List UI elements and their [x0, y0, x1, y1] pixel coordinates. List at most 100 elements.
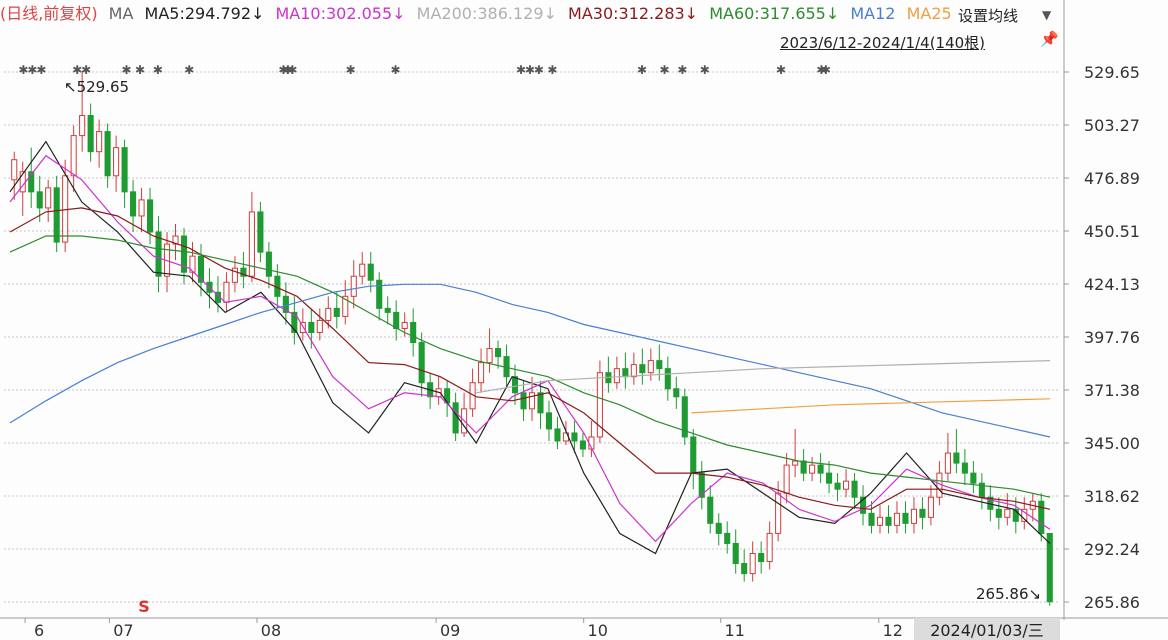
candle-body	[826, 472, 833, 484]
candle-body	[104, 131, 111, 177]
y-tick-label: 318.62	[1084, 487, 1140, 506]
y-tick-label: 503.27	[1084, 116, 1140, 135]
candle-body	[393, 311, 400, 329]
candle-body	[554, 428, 561, 442]
candle-body	[792, 460, 799, 466]
x-tick-label: 07	[113, 621, 133, 640]
x-tick-label: 2024/01/03/三	[930, 621, 1044, 640]
event-marker-icon: ✱	[135, 63, 145, 77]
event-marker-icon: ✱	[677, 63, 687, 77]
event-marker-icon: ✱	[184, 63, 194, 77]
candle-body	[325, 307, 332, 321]
candle-body	[418, 342, 425, 384]
y-tick-label: 265.86	[1084, 593, 1140, 612]
candle-body	[265, 251, 272, 277]
candle-body	[452, 402, 459, 434]
candle-body	[970, 472, 977, 484]
candle-body	[342, 295, 349, 317]
y-tick-label: 345.00	[1084, 434, 1140, 453]
y-tick-label: 424.13	[1084, 275, 1140, 294]
ma-line-ma200	[476, 360, 1051, 394]
candle-body	[843, 480, 850, 490]
candle-body	[664, 368, 671, 390]
event-marker-icon: ✱	[659, 63, 669, 77]
event-marker-icon: ✱	[122, 63, 132, 77]
candle-body	[630, 364, 637, 378]
candle-body	[953, 452, 960, 464]
candle-body	[1046, 532, 1053, 603]
candle-body	[859, 496, 867, 514]
candle-body	[851, 480, 858, 498]
event-marker-icon: ✱	[287, 63, 297, 77]
candle-body	[783, 464, 790, 494]
candle-body	[359, 263, 366, 277]
candle-body	[121, 147, 128, 193]
candle-body	[511, 376, 519, 394]
legend-ma60: MA60:317.655↓	[709, 4, 840, 23]
candle-body	[478, 362, 485, 384]
candle-body	[401, 321, 408, 329]
candle-body	[410, 321, 417, 344]
ma-settings-button[interactable]: 设置均线	[950, 4, 1027, 28]
x-tick-label: 08	[261, 621, 281, 640]
x-tick-label: 6	[34, 621, 44, 640]
candle-body	[741, 563, 748, 575]
y-tick-label: 292.24	[1084, 540, 1140, 559]
candle-body	[1038, 500, 1045, 534]
candle-body	[53, 187, 60, 243]
event-marker-icon: ✱	[525, 63, 535, 77]
candle-body	[876, 516, 884, 526]
y-tick-label: 397.76	[1084, 328, 1140, 347]
event-marker-icon: ✱	[534, 63, 544, 77]
candle-body	[316, 319, 323, 333]
candle-body	[520, 392, 527, 410]
event-marker-icon: ✱	[821, 63, 831, 77]
ma-line-ma30	[9, 207, 1051, 510]
candle-body	[622, 368, 629, 378]
candle-body	[579, 440, 586, 450]
date-range-label[interactable]: 2023/6/12-2024/1/4(140根)	[780, 34, 986, 52]
candle-body	[189, 255, 196, 273]
candle-body	[647, 360, 654, 374]
candle-body	[113, 147, 120, 177]
candle-body	[495, 348, 502, 358]
event-marker-icon: ✱	[72, 63, 82, 77]
pin-icon[interactable]: 📌	[1040, 30, 1059, 48]
event-marker-icon: ✱	[776, 63, 786, 77]
high-annotation: ↖529.65	[64, 78, 129, 96]
candle-body	[893, 512, 901, 526]
candle-body	[919, 508, 926, 518]
candle-body	[45, 187, 52, 209]
event-marker-icon: ✱	[516, 63, 526, 77]
event-marker-icon: ✱	[18, 63, 28, 77]
candle-body	[944, 452, 951, 474]
candle-body	[11, 159, 18, 181]
candle-body	[223, 281, 230, 303]
ma-line-ma120	[9, 283, 1051, 438]
candle-body	[902, 512, 909, 524]
candle-body	[528, 392, 536, 410]
candle-body	[537, 392, 544, 414]
candle-body	[995, 508, 1002, 518]
y-tick-label: 476.89	[1084, 169, 1140, 188]
candle-body	[367, 263, 374, 281]
event-marker-icon: ✱	[700, 63, 710, 77]
event-marker-icon: ✱	[390, 63, 400, 77]
chevron-down-icon[interactable]: ▼	[1042, 8, 1052, 22]
candle-body	[70, 135, 77, 177]
candle-body	[545, 412, 553, 430]
candle-body	[707, 496, 714, 524]
candle-body	[775, 492, 782, 534]
event-marker-icon: ✱	[816, 63, 826, 77]
candle-body	[732, 542, 739, 565]
candle-body	[350, 275, 357, 297]
candle-body	[308, 321, 315, 333]
candle-body	[180, 235, 188, 273]
legend-ma-label: MA	[108, 4, 134, 23]
candle-body	[639, 364, 646, 374]
y-tick-label: 529.65	[1084, 63, 1140, 82]
event-marker-icon: ✱	[637, 63, 647, 77]
candle-body	[155, 231, 162, 277]
event-marker-icon: ✱	[27, 63, 37, 77]
